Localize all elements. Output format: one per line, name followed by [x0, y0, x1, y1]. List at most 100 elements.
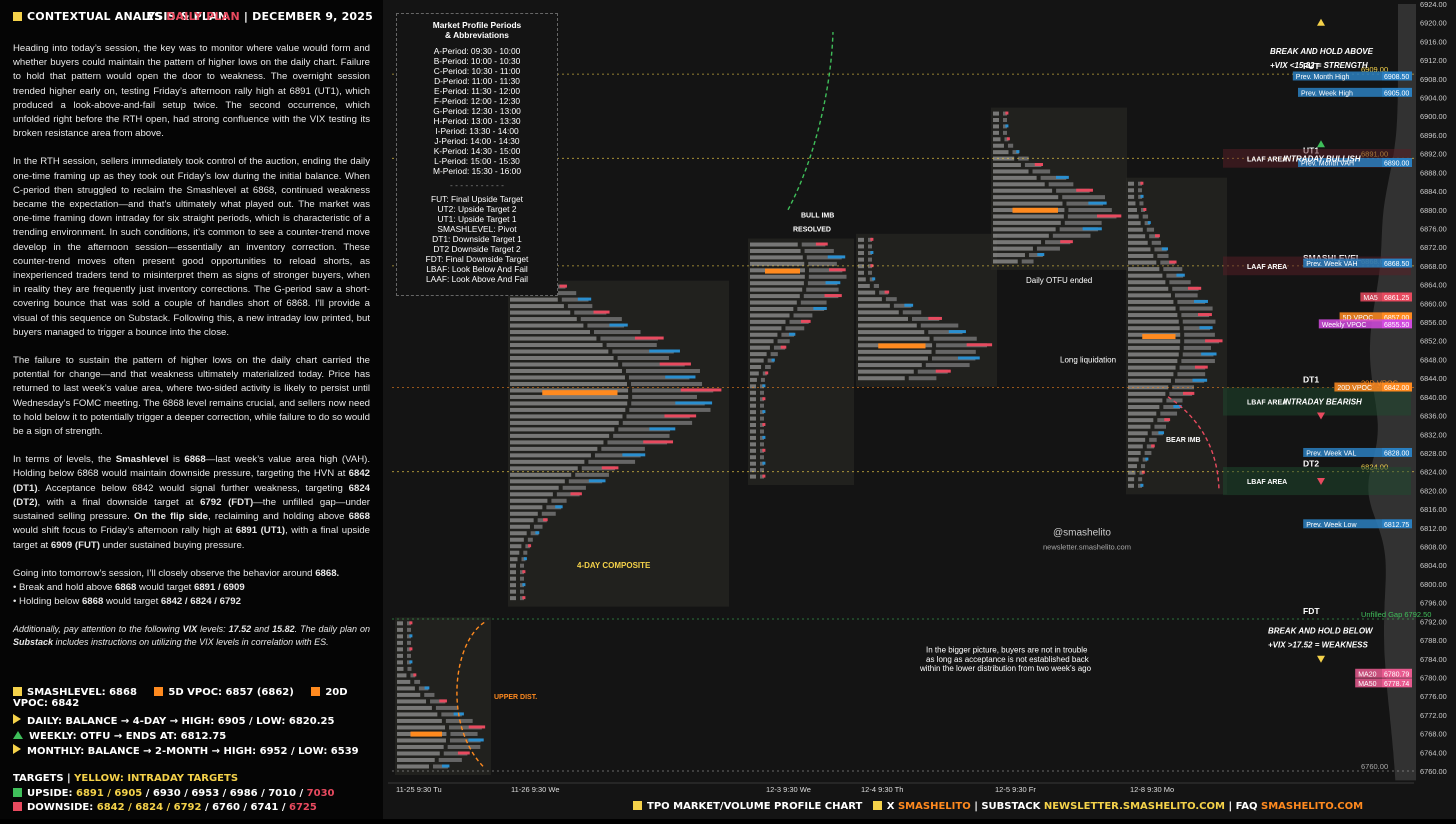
key-level-5d-vpoc: 5D VPOC: 6857 (6862)	[154, 687, 294, 698]
volume-bar-gray	[1036, 246, 1060, 251]
volume-bar-gray	[762, 371, 767, 376]
targets-title-text: TARGETS	[13, 773, 64, 784]
volume-bar-gray	[1067, 214, 1117, 219]
badge-value: 6778.74	[1384, 681, 1409, 688]
tpo-letter-row	[858, 251, 864, 256]
volume-bar-gray	[607, 440, 668, 445]
chart-annotation: BREAK AND HOLD BELOW	[1268, 627, 1374, 636]
volume-bar-gray	[1144, 221, 1150, 226]
volume-bar-gray	[1179, 306, 1213, 311]
tpo-letter-row	[1128, 319, 1179, 324]
upside-other: / 6930 / 6953 / 6986 / 7010 /	[142, 787, 307, 799]
downside-other: / 6760 / 6741 /	[201, 802, 289, 813]
x-tick-label: 11-25 9:30 Tu	[396, 785, 442, 794]
y-tick-label: 6792.00	[1420, 617, 1447, 626]
footer-substack-link[interactable]: NEWSLETTER.SMASHELITO.COM	[1043, 801, 1225, 812]
volume-bar-gray	[1138, 483, 1142, 488]
tpo-letter-row	[750, 306, 794, 311]
volume-bar-gray	[1056, 188, 1090, 193]
volume-bar-color	[935, 369, 951, 373]
volume-bar-color	[1164, 418, 1171, 422]
text-run: under sustained buying pressure.	[99, 539, 245, 551]
tpo-letter-row	[750, 326, 782, 331]
tpo-letter-row	[750, 274, 805, 279]
chart-annotation: RESOLVED	[793, 226, 831, 233]
tpo-letter-row	[510, 570, 516, 575]
footer-x-link[interactable]: SMASHELITO	[897, 801, 971, 812]
tpo-letter-row	[510, 466, 578, 471]
volume-bar-gray	[1174, 293, 1198, 298]
badge-label: 20D VPOC	[1337, 385, 1372, 392]
volume-bar-gray	[1182, 319, 1216, 324]
footer-faq-link[interactable]: SMASHELITO.COM	[1261, 801, 1364, 812]
volume-bar-color	[789, 332, 796, 336]
volume-bar-gray	[1149, 234, 1159, 239]
x-tick-label: 12-4 9:30 Th	[861, 785, 903, 794]
chart-annotation: BEAR IMB	[1166, 437, 1201, 444]
triangle-down-icon	[1317, 412, 1325, 420]
tpo-letter-row	[1128, 470, 1136, 475]
volume-bar-gray	[1139, 201, 1144, 206]
volume-bar-gray	[1163, 267, 1183, 272]
chart-annotation: as long as acceptance is not established…	[926, 655, 1090, 664]
volume-bar-gray	[1157, 418, 1169, 423]
volume-bar-color	[1141, 470, 1145, 474]
tpo-letter-row	[1128, 477, 1135, 482]
symbol-label: ES	[146, 10, 163, 23]
tpo-letter-row	[397, 621, 403, 626]
volume-bar-color	[439, 699, 447, 703]
volume-bar-color	[1147, 221, 1151, 225]
tpo-letter-row	[397, 660, 403, 665]
tpo-letter-row	[858, 283, 870, 288]
legend-period-row: A-Period: 09:30 - 10:00	[433, 46, 521, 56]
volume-bar-gray	[1181, 359, 1215, 364]
profile-backdrop	[991, 107, 1127, 270]
volume-bar-color	[1198, 313, 1212, 317]
badge-value: 6908.50	[1384, 74, 1409, 81]
volume-bar-gray	[575, 472, 609, 477]
y-tick-label: 6788.00	[1420, 636, 1447, 645]
volume-bar-gray	[562, 485, 586, 490]
badge-label: Prev. Week Low	[1306, 522, 1357, 529]
tpo-letter-row	[1128, 299, 1174, 304]
volume-bar-gray	[521, 557, 526, 562]
badge-value-bg	[1382, 519, 1412, 529]
tpo-letter-row	[750, 248, 801, 253]
tpo-letter-row	[397, 718, 442, 723]
text-run: is	[168, 454, 185, 466]
badge-value-bg	[1382, 382, 1412, 392]
volume-bar-gray	[1138, 181, 1142, 186]
tpo-letter-row	[510, 511, 538, 516]
tpo-letter-row	[750, 261, 805, 266]
volume-bar-color	[409, 621, 413, 625]
tpo-letter-row	[510, 492, 553, 497]
volume-bar-gray	[525, 544, 530, 549]
y-tick-label: 6896.00	[1420, 131, 1447, 140]
volume-bar-color	[1151, 444, 1155, 448]
triangle-right-icon	[13, 744, 21, 754]
volume-bar-gray	[550, 284, 566, 289]
text-run: and	[251, 624, 273, 635]
volume-bar-gray	[793, 313, 813, 318]
badge-label: MA20	[1358, 671, 1376, 678]
text-run: , with a final downside target at	[37, 496, 201, 508]
level-badge	[1355, 668, 1382, 678]
volume-bar-gray	[449, 738, 481, 743]
volume-bar-gray	[1021, 259, 1034, 264]
legend-abbreviations: FUT: Final Upside Target UT2: Upside Targ…	[397, 194, 557, 284]
level-badge	[1298, 87, 1382, 97]
volume-bar-gray	[593, 330, 641, 335]
volume-bar-gray	[520, 563, 525, 568]
volume-bar-gray	[1154, 424, 1167, 429]
text-run: • Break and hold above	[13, 581, 116, 593]
volume-bar-color	[780, 345, 787, 349]
volume-bar-gray	[414, 679, 421, 684]
volume-bar-gray	[556, 492, 580, 497]
tpo-letter-row	[510, 336, 597, 341]
volume-bar-gray	[936, 343, 988, 348]
text-run: would target	[136, 581, 194, 593]
chart-annotation: BREAK AND HOLD ABOVE	[1270, 47, 1374, 56]
chart-annotation: In the bigger picture, buyers are not in…	[926, 645, 1088, 654]
volume-bar-gray	[1154, 247, 1167, 252]
volume-bar-gray	[1149, 437, 1157, 442]
